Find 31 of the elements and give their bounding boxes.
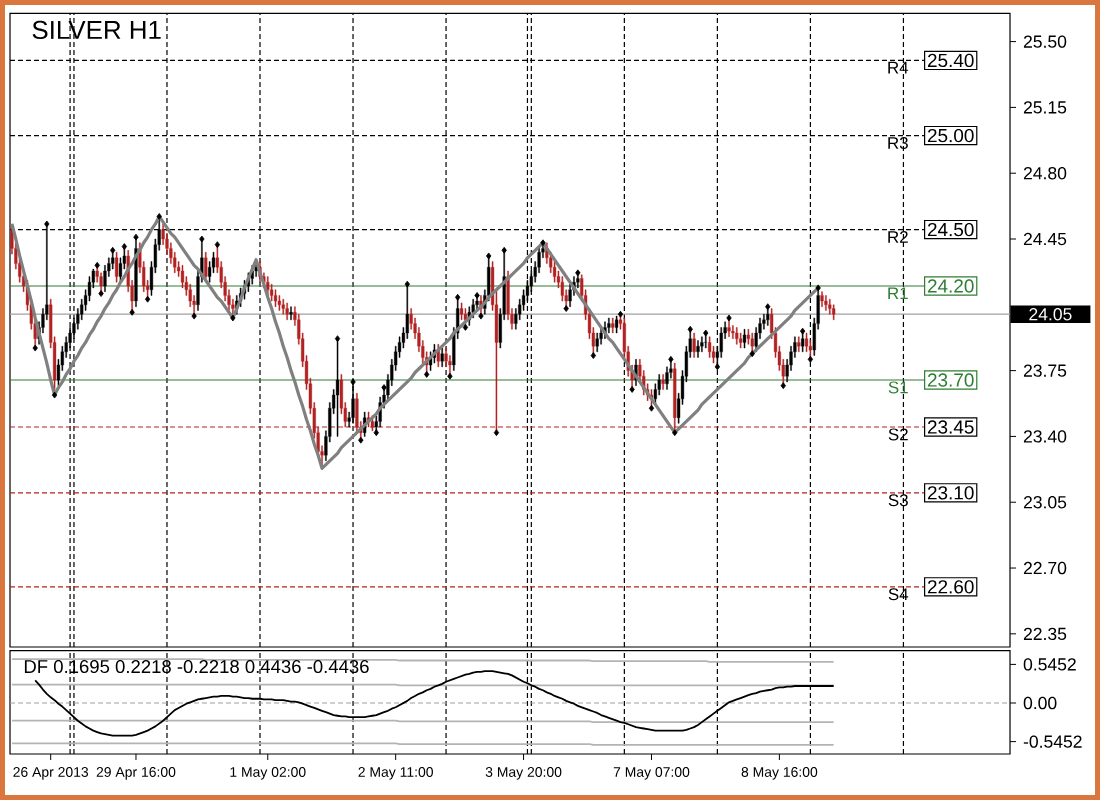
ref-line-label: 24.50 — [927, 222, 974, 237]
y-tick-label: 23.40 — [1023, 430, 1067, 443]
annotation: S2 — [888, 428, 908, 441]
annotation: S3 — [888, 494, 908, 507]
annotation: R1 — [888, 287, 908, 300]
annotation: S1 — [888, 381, 908, 394]
annotation: R3 — [888, 137, 908, 149]
y-tick-label: 22.70 — [1023, 561, 1067, 575]
y-tick-label: 23.05 — [1023, 496, 1067, 509]
y-tick-label: 24.45 — [1023, 232, 1067, 246]
ref-line-label: 25.40 — [927, 53, 974, 68]
y-tick-label: 0.00 — [1023, 696, 1057, 710]
chart-title: SILVER H1 — [32, 20, 161, 40]
chart-title: DF 0.1695 0.2218 -0.2218 0.4436 -0.4436 — [24, 660, 369, 674]
ref-line-label: 23.10 — [927, 486, 974, 500]
ref-line-label: 25.00 — [927, 128, 974, 143]
y-tick-label: 23.75 — [1023, 364, 1067, 377]
ref-line-label: 23.45 — [927, 420, 974, 434]
ref-line-label: 24.05 — [1029, 308, 1072, 321]
annotation: R4 — [888, 61, 909, 74]
y-tick-label: 25.50 — [1023, 35, 1067, 48]
annotation: S4 — [888, 588, 909, 601]
annotation: R2 — [888, 231, 908, 243]
y-tick-label: 22.35 — [1023, 627, 1067, 641]
y-tick-label: -0.5452 — [1023, 735, 1082, 748]
ref-line-label: 23.70 — [927, 373, 974, 387]
ref-line-label: 22.60 — [927, 580, 974, 594]
y-tick-label: 24.80 — [1023, 166, 1067, 180]
ref-line-label: 24.20 — [927, 279, 974, 293]
y-tick-label: 25.15 — [1023, 101, 1067, 114]
y-tick-label: 0.5452 — [1023, 658, 1076, 671]
